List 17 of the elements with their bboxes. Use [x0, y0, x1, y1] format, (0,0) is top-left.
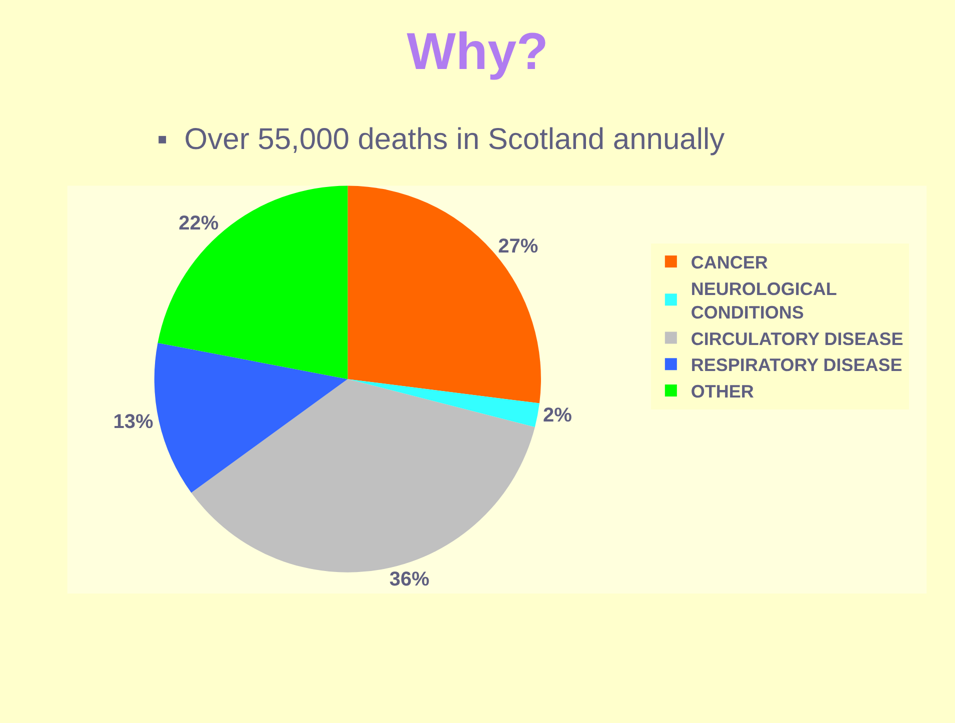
pie-slice	[158, 186, 348, 380]
data-label: 2%	[543, 404, 572, 427]
legend-label: OTHER	[690, 382, 754, 402]
data-label: 36%	[389, 568, 430, 591]
data-label: 13%	[113, 410, 154, 433]
legend-label: CANCER	[690, 252, 768, 273]
pie-slice	[191, 379, 535, 572]
legend-label: NEUROLOGICAL CONDITIONS	[690, 278, 837, 322]
legend-label: CIRCULATORY DISEASE	[690, 328, 904, 349]
pie-slice	[348, 379, 540, 428]
data-label: 22%	[178, 212, 219, 235]
legend-label: RESPIRATORY DISEASE	[690, 355, 902, 376]
pie-slice	[348, 186, 541, 404]
pie-slice	[154, 342, 348, 493]
chart-subtitle: ▪ Over 55,000 deaths in Scotland annually	[157, 123, 725, 156]
data-label: 27%	[498, 235, 538, 258]
chart-title: Why?	[406, 22, 548, 81]
